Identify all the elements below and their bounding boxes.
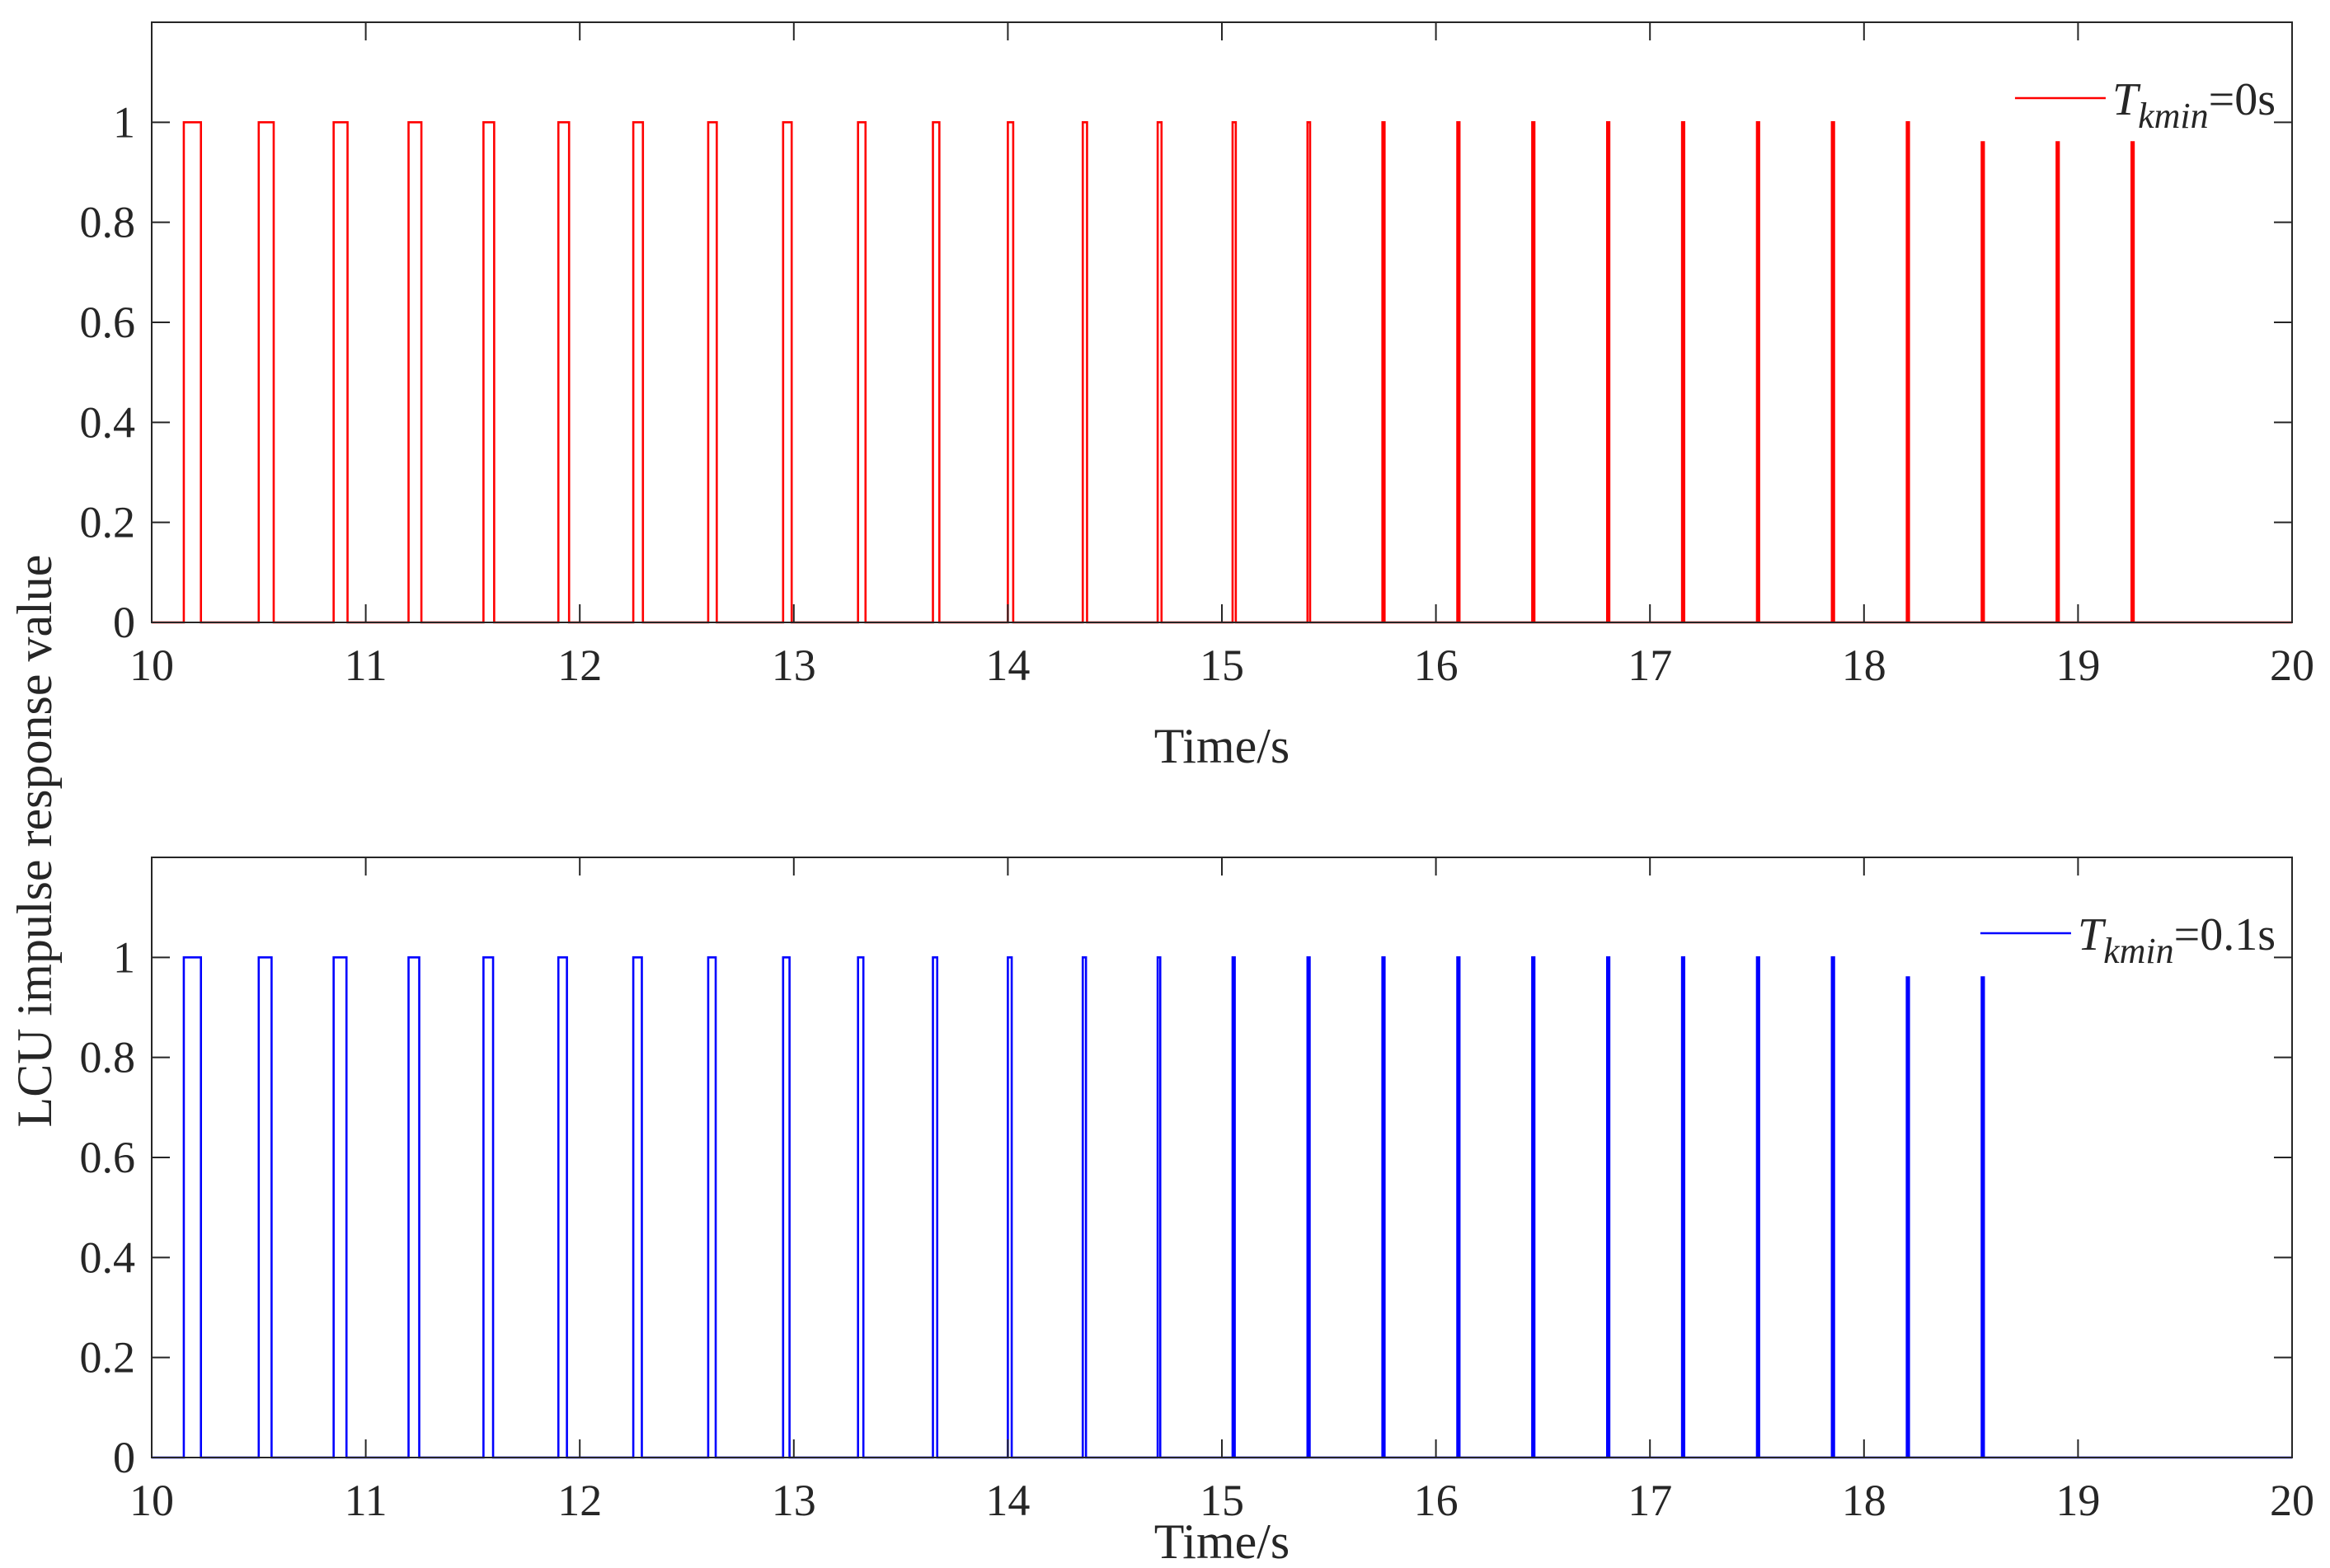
y-tick-label: 1 (113, 97, 135, 147)
x-axis-label: Time/s (1154, 1514, 1290, 1568)
chart-panel-1: 10 11 12 13 14 15 16 17 18 19 20 0 0.2 0.4 0.6 0.8 1 Time… (80, 21, 2314, 773)
x-tick-label: 10 (129, 641, 174, 690)
y-tick-label: 1 (113, 932, 135, 982)
x-tick-label: 17 (1628, 641, 1672, 690)
x-tick-label: 12 (557, 641, 602, 690)
x-tick-label: 14 (985, 1476, 1030, 1525)
legend-label: Tkmin=0s (2112, 74, 2276, 136)
y-tick-label: 0.6 (80, 298, 136, 347)
x-tick-label: 19 (2055, 1476, 2100, 1525)
x-tick-label: 20 (2270, 1476, 2314, 1525)
legend: Tkmin=0s (2014, 74, 2276, 136)
y-tick-label: 0.8 (80, 198, 136, 247)
x-tick-label: 20 (2270, 641, 2314, 690)
y-tick-label: 0.2 (80, 1333, 136, 1383)
x-tick-label: 18 (1842, 641, 1886, 690)
x-axis-label: Time/s (1154, 719, 1290, 773)
y-tick-label: 0.8 (80, 1033, 136, 1082)
x-tick-label: 11 (345, 1476, 388, 1525)
y-tick-label: 0.4 (80, 1232, 136, 1282)
chart-panel-2: 10 11 12 13 14 15 16 17 18 19 20 0 0.2 0.4 0.6 0.8 1 Time… (80, 857, 2314, 1568)
y-tick-label: 0 (113, 1433, 135, 1482)
x-tick-label: 12 (557, 1476, 602, 1525)
series-line-panel-1-1 (152, 121, 2292, 624)
x-tick-label: 15 (1200, 1476, 1244, 1525)
x-tick-label: 16 (1414, 1476, 1459, 1525)
x-tick-label: 16 (1414, 641, 1459, 690)
x-tick-label: 14 (985, 641, 1030, 690)
x-tick-label: 13 (772, 641, 816, 690)
y-tick-label: 0.2 (80, 498, 136, 547)
legend: Tkmin=0.1s (1980, 909, 2276, 971)
x-tick-label: 11 (345, 641, 388, 690)
y-tick-label: 0 (113, 598, 135, 647)
x-tick-label: 13 (772, 1476, 816, 1525)
x-tick-label: 17 (1628, 1476, 1672, 1525)
y-tick-label: 0.4 (80, 397, 136, 447)
shared-y-axis-label: LCU impulse response value (7, 555, 62, 1128)
x-tick-label: 15 (1200, 641, 1244, 690)
x-tick-label: 19 (2055, 641, 2100, 690)
legend-label: Tkmin=0.1s (2078, 909, 2276, 971)
x-tick-label: 18 (1842, 1476, 1886, 1525)
x-tick-label: 10 (129, 1476, 174, 1525)
y-tick-label: 0.6 (80, 1133, 136, 1182)
